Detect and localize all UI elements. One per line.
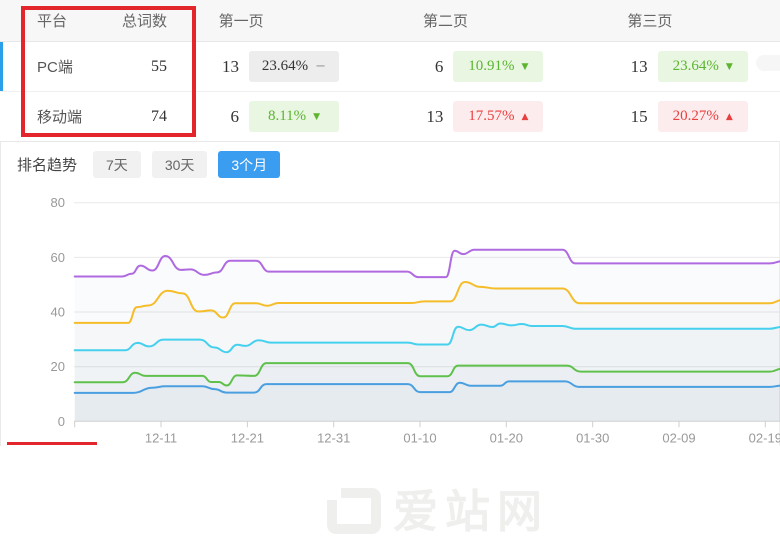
cell-pc-page2: 6 10.91% ▼ bbox=[371, 51, 575, 82]
arrow-down-icon: ▼ bbox=[313, 111, 321, 122]
total-words-value: 74 bbox=[151, 107, 167, 125]
pct-badge: 23.64% ▼ bbox=[657, 51, 748, 82]
header-total-words: 总词数 bbox=[121, 13, 167, 30]
page-count: 6 bbox=[230, 106, 240, 126]
total-words-value: 55 bbox=[151, 57, 167, 75]
svg-text:20: 20 bbox=[51, 359, 65, 374]
table-header: 平台 总词数 第一页 第二页 第三页 bbox=[0, 0, 780, 42]
svg-text:01-20: 01-20 bbox=[490, 430, 523, 445]
platform-label: PC端 bbox=[37, 59, 73, 76]
page-count: 6 bbox=[434, 56, 444, 76]
page-count: 13 bbox=[630, 56, 648, 76]
cell-pc-page3: 13 23.64% ▼ bbox=[576, 51, 780, 82]
platform-label: 移动端 bbox=[37, 109, 83, 126]
table-row-mobile[interactable]: 移动端 74 6 8.11% ▼ 13 17.57% ▲ 15 20.27% ▲ bbox=[0, 92, 780, 142]
page-count: 15 bbox=[630, 106, 648, 126]
tab-7-days[interactable]: 7天 bbox=[93, 151, 141, 178]
watermark: 爱站网 bbox=[325, 485, 550, 537]
arrow-down-icon: ▼ bbox=[521, 61, 529, 72]
pct-badge: 20.27% ▲ bbox=[657, 101, 748, 132]
page-count: 13 bbox=[222, 56, 239, 76]
arrow-down-icon: ▼ bbox=[725, 61, 733, 72]
rank-trend-section: 排名趋势 7天 30天 3个月 0 20 40 60 80 12-11 12-21 12-31… bbox=[0, 142, 780, 534]
svg-text:01-30: 01-30 bbox=[576, 430, 609, 445]
corner-watermark-fragment bbox=[756, 55, 780, 71]
header-page1: 第一页 bbox=[218, 13, 264, 30]
svg-text:80: 80 bbox=[51, 195, 65, 210]
keyword-table: 平台 总词数 第一页 第二页 第三页 PC端 55 13 23.64% − 6 1… bbox=[0, 0, 780, 142]
svg-text:02-19: 02-19 bbox=[749, 430, 780, 445]
table-row-pc[interactable]: PC端 55 13 23.64% − 6 10.91% ▼ 13 23.64% ▼ bbox=[0, 42, 780, 92]
watermark-text: 爱站网 bbox=[393, 485, 550, 537]
svg-text:12-21: 12-21 bbox=[231, 430, 264, 445]
svg-text:60: 60 bbox=[51, 250, 65, 265]
arrow-up-icon: ▲ bbox=[725, 111, 733, 122]
cell-pc-page1: 13 23.64% − bbox=[167, 51, 371, 82]
svg-text:12-11: 12-11 bbox=[145, 430, 177, 445]
pct-badge: 23.64% − bbox=[249, 51, 339, 82]
svg-text:12-31: 12-31 bbox=[317, 430, 350, 445]
header-page3: 第三页 bbox=[627, 13, 673, 30]
tab-3-months[interactable]: 3个月 bbox=[218, 151, 281, 178]
svg-text:02-09: 02-09 bbox=[662, 430, 695, 445]
cell-mobile-page3: 15 20.27% ▲ bbox=[576, 101, 780, 132]
header-platform: 平台 bbox=[37, 13, 68, 30]
svg-text:40: 40 bbox=[51, 305, 65, 320]
svg-text:0: 0 bbox=[58, 414, 65, 429]
cell-mobile-page1: 6 8.11% ▼ bbox=[167, 101, 371, 132]
aizhan-logo-icon bbox=[325, 486, 381, 534]
pct-badge: 8.11% ▼ bbox=[249, 101, 339, 132]
page-count: 13 bbox=[426, 106, 444, 126]
pct-badge: 10.91% ▼ bbox=[453, 51, 544, 82]
chart-svg[interactable]: 0 20 40 60 80 12-11 12-21 12-31 01-10 01-20 01-30 0… bbox=[1, 187, 780, 446]
svg-text:01-10: 01-10 bbox=[403, 430, 436, 445]
pct-badge: 17.57% ▲ bbox=[453, 101, 544, 132]
active-row-indicator bbox=[0, 42, 3, 91]
tab-30-days[interactable]: 30天 bbox=[151, 151, 208, 178]
trend-tabs-row: 排名趋势 7天 30天 3个月 bbox=[1, 142, 779, 187]
flat-dash-icon: − bbox=[315, 59, 327, 74]
arrow-up-icon: ▲ bbox=[521, 111, 529, 122]
rank-trend-chart[interactable]: 0 20 40 60 80 12-11 12-21 12-31 01-10 01-20 01-30 0… bbox=[1, 187, 780, 534]
trend-title: 排名趋势 bbox=[17, 157, 78, 174]
header-page2: 第二页 bbox=[422, 13, 468, 30]
cell-mobile-page2: 13 17.57% ▲ bbox=[371, 101, 575, 132]
